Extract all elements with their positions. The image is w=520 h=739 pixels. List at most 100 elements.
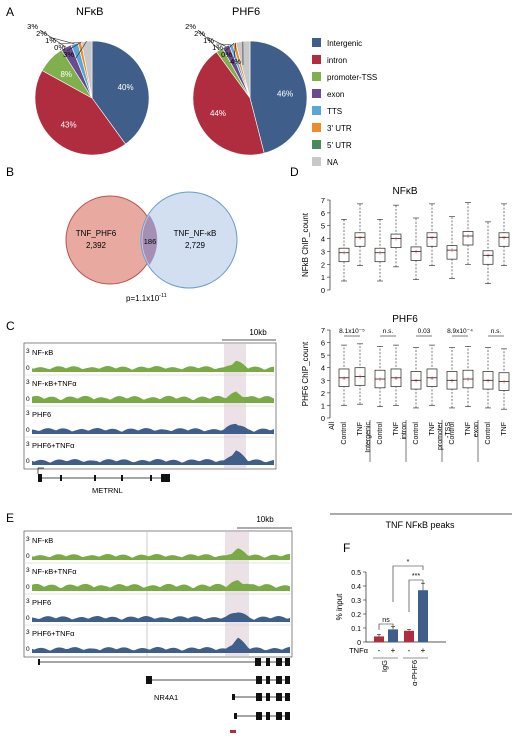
nfkb-box-mean-marker-4-1: +: [502, 235, 506, 242]
tracksC-track-ymax-3: 3: [26, 441, 30, 448]
phf6-callout-label-7: 4%: [230, 57, 241, 66]
nfkb-callout-line-6: [66, 41, 82, 52]
phf6-box-mean-marker-0-0: +: [342, 375, 346, 382]
phf6-callout-line-5: [224, 43, 235, 52]
tracksE-track-ymax-0: 3: [26, 536, 30, 543]
venn-right-label: TNF_NF-κB: [174, 229, 217, 238]
phf6-box-xlabel-0-1: TNF: [357, 422, 364, 436]
phf6-callout-line-6: [233, 42, 237, 59]
gene-models-nr4a1: NR4A1: [38, 658, 290, 733]
legend-label-6: 5' UTR: [327, 141, 352, 150]
nfkb-box-mean-marker-4-0: +: [486, 253, 490, 260]
barF-sig-label-2: *: [407, 559, 410, 566]
phf6-box-pvalue-2: 0.03: [418, 328, 431, 335]
gene-label-nr4a1: NR4A1: [154, 693, 178, 702]
phf6-callout-line-2: [197, 29, 220, 51]
legend-swatch-7: [312, 157, 321, 166]
phf6-box-xlabel-3-0: Control: [449, 422, 456, 445]
nfkb-slice-0: [91, 40, 150, 145]
phf6-box-xlabel-4-1: TNF: [501, 422, 508, 436]
legend-swatch-5: [312, 123, 321, 132]
panel-label-a: A: [6, 5, 14, 19]
nfkb-box-box-1-1: [390, 233, 402, 248]
nfkb-box-box-0-0: [338, 247, 350, 263]
gene-label-metrnl: METRNL: [92, 486, 123, 495]
barF-sign-3: +: [421, 646, 426, 655]
panel-label-b: B: [6, 165, 14, 179]
boxplot-phf6: 0 1 2 3 4 5 6 7 PHF6 ChIP_count + Control + TNF 8.1x1…: [301, 326, 510, 462]
phf6-callout-label-4: 1%: [203, 36, 214, 45]
legend-swatch-3: [312, 89, 321, 98]
boxplot-nfkb: 0 1 2 3 4 5 6 7 NFkB ChIP_count + + + + + + + + + +: [301, 196, 510, 295]
phf6-box-mean-marker-3-0: +: [450, 378, 454, 385]
barF-bar-2: [404, 630, 414, 642]
pie-title-nfkb: NFκB: [76, 6, 104, 18]
nfkb-box-ytick-label-3: 3: [321, 247, 325, 256]
nfkb-callout-line-5: [57, 42, 80, 45]
barF-sig-label-1: ***: [412, 573, 420, 580]
barF-group-phf6: α-PHF6: [410, 660, 419, 686]
phf6-box-group-label-2-0: intron: [401, 422, 408, 440]
barF-ytick-label-2: 0.2: [351, 612, 361, 619]
nfkb-box-mean-marker-2-1: +: [430, 235, 434, 242]
tracksE-track-signal-0: [32, 548, 290, 560]
tracksE-track-ymin-3: 0: [26, 646, 30, 653]
phf6-box-xlabel-1-1: TNF: [393, 422, 400, 436]
nfkb-pct-0: 40%: [118, 83, 134, 92]
venn-left-label: TNF_PHF6: [76, 229, 117, 238]
phf6-box-xlabel-3-1: TNF: [465, 422, 472, 436]
nfkb-box-box-3-0: [446, 245, 458, 260]
venn-right-count: 2,729: [185, 241, 206, 250]
tracksC-track-ymin-2: 0: [26, 427, 30, 434]
venn-overlap-region: [142, 215, 158, 265]
nfkb-box-ytick-label-1: 1: [321, 273, 325, 282]
phf6-box-ytick-label-4: 4: [321, 364, 325, 373]
phf6-box-pvalue-3: 8.9x10⁻⁴: [447, 328, 473, 335]
nfkb-box-mean-marker-3-1: +: [466, 234, 470, 241]
barF-ytick-label-3: 0.3: [351, 598, 361, 605]
tracksE-track-ymax-2: 3: [26, 598, 30, 605]
barF-bar-3: [418, 590, 428, 642]
phf6-slice-0: [249, 40, 308, 154]
barF-ytick-label-5: 0.5: [351, 570, 361, 577]
phf6-box-xlabel-0-0: Control: [341, 422, 348, 445]
barF-bar-1: [388, 629, 398, 642]
legend-label-3: exon: [327, 90, 344, 99]
venn-circle-nfkb: [140, 191, 238, 289]
nfkb-callout-label-7: 3%: [63, 50, 74, 59]
tracksE-track-ymin-1: 0: [26, 584, 30, 591]
tracksC-track-ymin-3: 0: [26, 458, 30, 465]
legend-swatch-2: [312, 72, 321, 81]
nfkb-box-mean-marker-1-0: +: [378, 250, 382, 257]
phf6-box-xlabel-2-0: Control: [413, 422, 420, 445]
tracksE-track-signal-2: [32, 612, 290, 622]
tracksE-track-ymax-3: 3: [26, 629, 30, 636]
gene-model-metrnl: METRNL: [37, 467, 170, 495]
barF-sign-1: +: [391, 646, 396, 655]
tracksE-track-label-1: NF-κB+TNFα: [32, 567, 77, 576]
nfkb-pct-1: 43%: [61, 121, 77, 130]
nfkb-callout-line-7: [75, 41, 87, 59]
phf6-callout-label-2: 2%: [185, 22, 196, 31]
phf6-slice-1: [192, 51, 265, 156]
barF-ytick-label-0: 0: [357, 640, 361, 647]
legend-label-2: promoter-TSS: [327, 73, 377, 82]
pie-chart-nfkb: 40%43%8%3%2%1%0%3%: [27, 22, 150, 156]
venn-diagram: TNF_PHF6 2,392 186 TNF_NF-κB 2,729 p=1.1…: [65, 191, 238, 303]
phf6-box-xlabel-4-0: Control: [485, 422, 492, 445]
phf6-box-group-label-0-0: All: [329, 422, 336, 430]
tracksC-track-ymax-2: 3: [26, 410, 30, 417]
bar-chart-f: 0 0.1 0.2 0.3 0.4 0.5 % input - + - + TNFα IgG α-PHF6…: [335, 559, 446, 686]
phf6-box-pvalue-1: n.s.: [383, 328, 394, 335]
footer-label: TNF NFκB peaks: [385, 520, 455, 530]
phf6-box-mean-marker-4-1: +: [502, 379, 506, 386]
nfkb-callout-label-5: 1%: [45, 36, 56, 45]
phf6-callout-label-6: 0%: [221, 50, 232, 59]
panel-label-c: C: [6, 319, 15, 333]
tracksE-track-label-0: NF-κB: [32, 536, 53, 545]
tracksE-track-signal-3: [32, 637, 290, 653]
phf6-callout-line-3: [206, 36, 226, 47]
tracksC-track-signal-1: [32, 391, 274, 403]
pie-chart-phf6: 46%44%2%2%1%1%0%4%: [185, 22, 308, 156]
